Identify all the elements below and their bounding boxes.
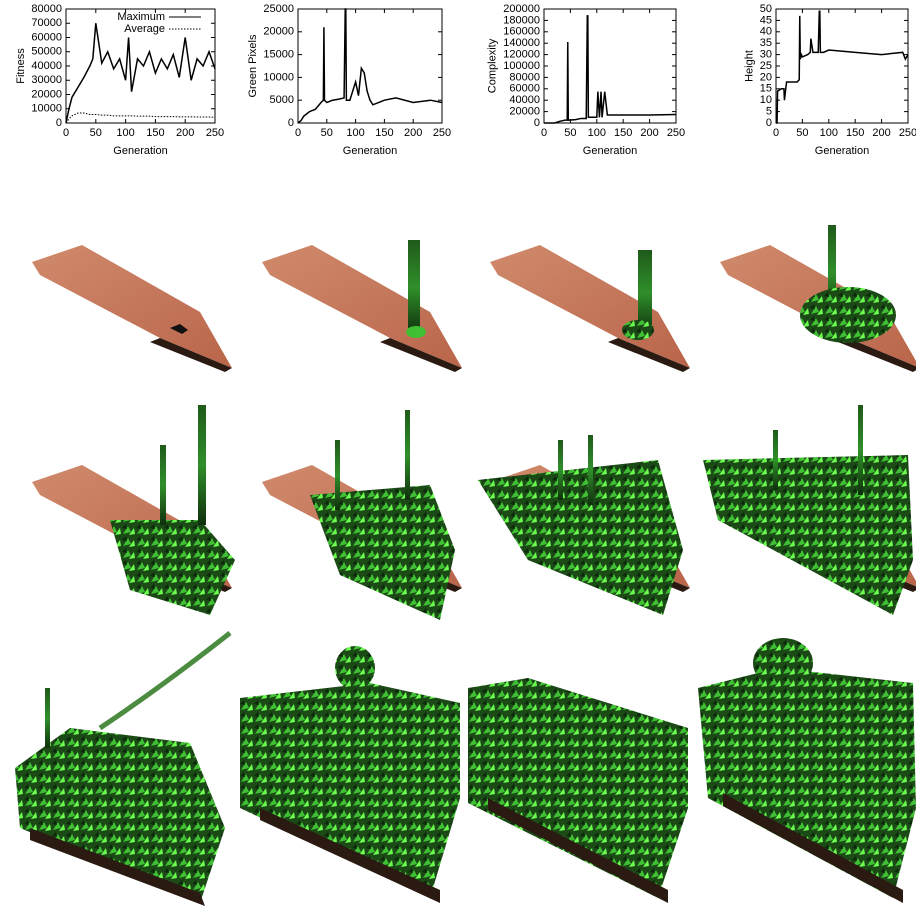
render-cell bbox=[468, 678, 688, 903]
y-tick-label: 25 bbox=[760, 60, 772, 72]
x-tick-label: 100 bbox=[820, 127, 838, 139]
render-cell bbox=[698, 638, 916, 903]
y-tick-label: 10000 bbox=[31, 103, 62, 115]
x-axis-label: Generation bbox=[343, 145, 397, 157]
x-tick-label: 100 bbox=[588, 127, 606, 139]
render-cell bbox=[262, 240, 462, 372]
x-axis-label: Generation bbox=[583, 145, 637, 157]
y-tick-label: 35 bbox=[760, 37, 772, 49]
x-tick-label: 250 bbox=[206, 127, 224, 139]
plot-frame bbox=[776, 9, 908, 123]
plot-frame bbox=[298, 9, 442, 123]
y-tick-label: 20 bbox=[760, 71, 772, 83]
x-tick-label: 50 bbox=[564, 127, 576, 139]
x-tick-label: 200 bbox=[176, 127, 194, 139]
x-tick-label: 50 bbox=[90, 127, 102, 139]
y-tick-label: 0 bbox=[288, 117, 294, 129]
x-tick-label: 0 bbox=[63, 127, 69, 139]
x-tick-label: 250 bbox=[667, 127, 685, 139]
plot-frame bbox=[544, 9, 676, 123]
x-tick-label: 0 bbox=[541, 127, 547, 139]
y-tick-label: 40 bbox=[760, 26, 772, 38]
x-tick-label: 200 bbox=[872, 127, 890, 139]
x-tick-label: 50 bbox=[796, 127, 808, 139]
x-tick-label: 200 bbox=[404, 127, 422, 139]
y-tick-label: 60000 bbox=[509, 83, 540, 95]
chart: 0 5000 10000 15000 20000 25000 0 50 100 150 200 250… bbox=[247, 3, 451, 157]
y-tick-label: 40000 bbox=[509, 94, 540, 106]
render-cell bbox=[262, 410, 462, 620]
y-tick-label: 50000 bbox=[31, 46, 62, 58]
x-tick-label: 150 bbox=[146, 127, 164, 139]
x-tick-label: 150 bbox=[846, 127, 864, 139]
render-cell bbox=[720, 225, 916, 372]
y-tick-label: 45 bbox=[760, 14, 772, 26]
render-cell bbox=[15, 633, 230, 906]
legend-label: Average bbox=[124, 23, 165, 35]
y-tick-label: 40000 bbox=[31, 60, 62, 72]
x-tick-label: 0 bbox=[295, 127, 301, 139]
y-tick-label: 5000 bbox=[270, 94, 294, 106]
y-tick-label: 140000 bbox=[503, 37, 540, 49]
figure: 0100002000030000400005000060000700008000… bbox=[0, 0, 916, 907]
y-axis-label: Height bbox=[744, 50, 756, 82]
y-axis-label: Fitness bbox=[15, 48, 27, 84]
x-axis-label: Generation bbox=[113, 145, 167, 157]
render-grid bbox=[0, 170, 916, 907]
x-tick-label: 0 bbox=[773, 127, 779, 139]
render-cell bbox=[240, 646, 460, 903]
y-tick-label: 80000 bbox=[509, 71, 540, 83]
data-line bbox=[544, 16, 676, 123]
data-line bbox=[66, 23, 215, 123]
x-tick-label: 200 bbox=[640, 127, 658, 139]
x-tick-label: 100 bbox=[116, 127, 134, 139]
data-line bbox=[66, 113, 215, 123]
y-tick-label: 160000 bbox=[503, 26, 540, 38]
render-cell bbox=[490, 245, 690, 372]
y-tick-label: 15 bbox=[760, 83, 772, 95]
y-tick-label: 100000 bbox=[503, 60, 540, 72]
y-tick-label: 0 bbox=[534, 117, 540, 129]
y-tick-label: 15000 bbox=[263, 49, 294, 61]
data-line bbox=[776, 11, 908, 123]
render-cell bbox=[32, 245, 232, 372]
y-tick-label: 120000 bbox=[503, 49, 540, 61]
y-tick-label: 30 bbox=[760, 49, 772, 61]
x-tick-label: 50 bbox=[321, 127, 333, 139]
y-tick-label: 20000 bbox=[263, 26, 294, 38]
x-tick-label: 250 bbox=[899, 127, 916, 139]
x-tick-label: 100 bbox=[346, 127, 364, 139]
render-cell bbox=[32, 405, 235, 615]
y-tick-label: 0 bbox=[766, 117, 772, 129]
x-tick-label: 150 bbox=[614, 127, 632, 139]
x-tick-label: 250 bbox=[433, 127, 451, 139]
render-cell bbox=[478, 435, 690, 615]
y-tick-label: 20000 bbox=[509, 106, 540, 118]
chart: 0200004000060000800001000001200001400001… bbox=[487, 3, 685, 157]
y-tick-label: 50 bbox=[760, 3, 772, 15]
y-tick-label: 5 bbox=[766, 106, 772, 118]
y-tick-label: 70000 bbox=[31, 17, 62, 29]
charts: 0100002000030000400005000060000700008000… bbox=[0, 0, 916, 170]
y-tick-label: 80000 bbox=[31, 3, 62, 15]
x-axis-label: Generation bbox=[815, 145, 869, 157]
y-axis-label: Complexity bbox=[487, 38, 499, 93]
y-tick-label: 180000 bbox=[503, 14, 540, 26]
render-cell bbox=[703, 405, 916, 615]
x-tick-label: 150 bbox=[375, 127, 393, 139]
y-tick-label: 10 bbox=[760, 94, 772, 106]
legend-label: Maximum bbox=[117, 11, 165, 23]
y-tick-label: 20000 bbox=[31, 88, 62, 100]
chart: 0100002000030000400005000060000700008000… bbox=[15, 3, 224, 157]
y-tick-label: 30000 bbox=[31, 74, 62, 86]
y-tick-label: 10000 bbox=[263, 71, 294, 83]
y-tick-label: 200000 bbox=[503, 3, 540, 15]
y-tick-label: 60000 bbox=[31, 31, 62, 43]
data-line bbox=[298, 9, 442, 123]
y-tick-label: 0 bbox=[56, 117, 62, 129]
y-tick-label: 25000 bbox=[263, 3, 294, 15]
y-axis-label: Green Pixels bbox=[247, 34, 259, 97]
